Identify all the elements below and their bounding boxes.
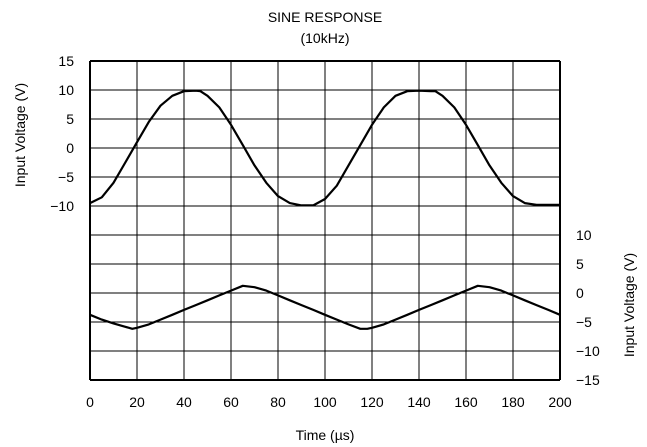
series-line-right [89,284,561,330]
right-y-tick-label: −5 [576,314,592,330]
x-tick-label: 80 [270,394,286,410]
left-y-tick-label: −5 [58,169,74,185]
right-y-tick-label: 5 [576,256,584,272]
x-tick-label: 40 [176,394,192,410]
right-y-tick-label: 0 [576,285,584,301]
left-y-tick-label: 15 [58,53,74,69]
right-y-tick-label: −15 [576,372,600,388]
x-tick-label: 60 [223,394,239,410]
left-y-tick-labels: 15 10 5 0 −5 −10 [50,53,74,214]
right-y-tick-label: −10 [576,343,600,359]
plot-grid [89,60,561,381]
right-y-tick-label: 10 [576,227,592,243]
chart-title: SINE RESPONSE [268,9,382,25]
x-tick-label: 100 [313,394,337,410]
left-y-axis-label: Input Voltage (V) [12,83,28,187]
x-tick-label: 0 [86,394,94,410]
right-y-axis-label: Input Voltage (V) [621,253,637,357]
right-y-tick-labels: 10 5 0 −5 −10 −15 [576,227,600,388]
chart-subtitle: (10kHz) [300,30,349,46]
left-y-tick-label: −10 [50,198,74,214]
x-tick-label: 160 [454,394,478,410]
x-tick-label: 180 [501,394,525,410]
series-line-left [89,89,560,207]
series-group [89,89,561,330]
x-tick-label: 20 [129,394,145,410]
left-y-tick-label: 5 [66,111,74,127]
x-tick-label: 200 [548,394,572,410]
x-tick-label: 140 [407,394,431,410]
x-tick-labels: 0 20 40 60 80 100 120 140 160 180 200 [86,394,572,410]
x-tick-label: 120 [360,394,384,410]
x-axis-label: Time (µs) [296,427,355,443]
left-y-tick-label: 10 [58,82,74,98]
left-y-tick-label: 0 [66,140,74,156]
